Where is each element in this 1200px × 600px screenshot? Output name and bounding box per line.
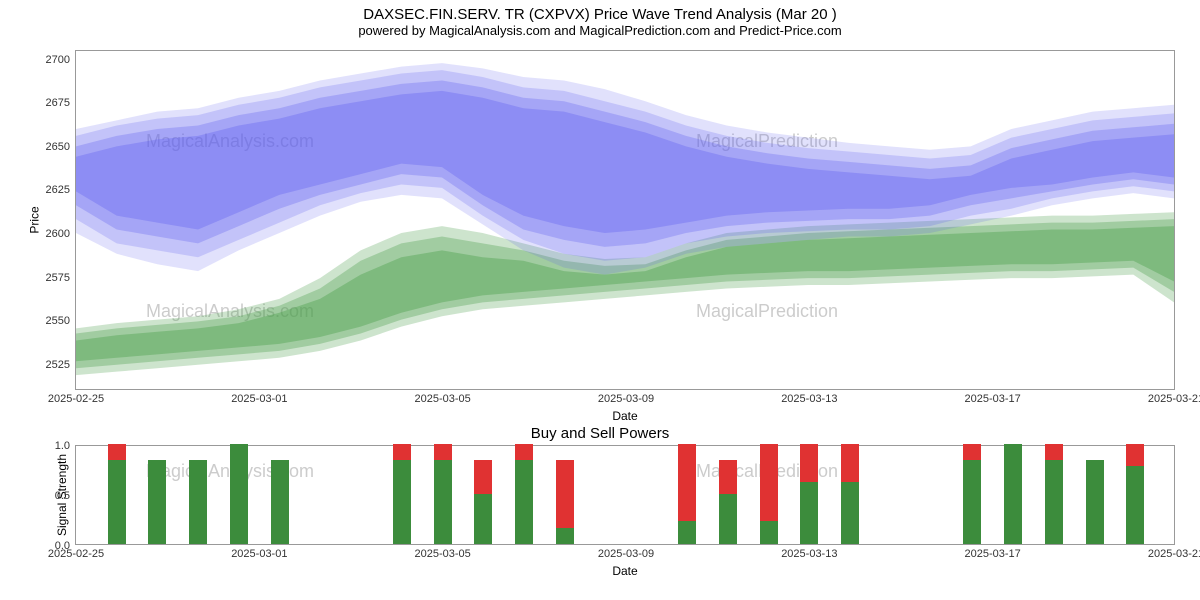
x-tick-label: 2025-02-25 — [48, 393, 104, 405]
bar-red-segment — [434, 444, 452, 460]
bar-red-segment — [515, 444, 533, 460]
signal-bar — [800, 444, 818, 544]
signal-bar — [271, 460, 289, 544]
x-tick-label: 2025-03-13 — [781, 393, 837, 405]
bar-red-segment — [719, 460, 737, 494]
signal-bar — [760, 444, 778, 544]
bar-red-segment — [963, 444, 981, 460]
bar-green-segment — [1045, 460, 1063, 544]
upper-y-axis-title: Price — [28, 206, 42, 233]
bar-green-segment — [1086, 460, 1104, 544]
x-tick-label: 2025-03-13 — [781, 548, 837, 560]
bar-red-segment — [1045, 444, 1063, 460]
signal-bar — [556, 460, 574, 544]
x-tick-label: 2025-03-09 — [598, 393, 654, 405]
signal-bar — [678, 444, 696, 544]
signal-bar — [841, 444, 859, 544]
y-tick-label: 2575 — [46, 272, 70, 284]
bar-green-segment — [515, 460, 533, 544]
y-tick-label: 2675 — [46, 97, 70, 109]
bar-green-segment — [108, 460, 126, 544]
wave-bands-svg — [76, 51, 1174, 389]
x-tick-label: 2025-03-01 — [231, 393, 287, 405]
y-tick-label: 2700 — [46, 54, 70, 66]
x-tick-label: 2025-03-09 — [598, 548, 654, 560]
signal-bar — [108, 444, 126, 544]
bar-green-segment — [556, 528, 574, 544]
signal-bar — [1126, 444, 1144, 544]
signal-bar — [963, 444, 981, 544]
signal-bar — [148, 460, 166, 544]
bar-green-segment — [393, 460, 411, 544]
bar-green-segment — [719, 494, 737, 544]
sub-title: powered by MagicalAnalysis.com and Magic… — [0, 23, 1200, 38]
y-tick-label: 2600 — [46, 228, 70, 240]
lower-chart-title: Buy and Sell Powers — [0, 425, 1200, 442]
bar-green-segment — [189, 460, 207, 544]
bar-green-segment — [760, 521, 778, 544]
bar-red-segment — [678, 444, 696, 521]
bar-red-segment — [556, 460, 574, 528]
price-wave-chart: Price MagicalAnalysis.com MagicalPredict… — [75, 50, 1175, 390]
bar-green-segment — [1126, 466, 1144, 544]
x-tick-label: 2025-03-05 — [415, 393, 471, 405]
bar-red-segment — [841, 444, 859, 482]
y-tick-label: 1.0 — [55, 440, 70, 452]
bar-green-segment — [800, 482, 818, 544]
bar-red-segment — [1126, 444, 1144, 466]
y-tick-label: 0.5 — [55, 490, 70, 502]
x-tick-label: 2025-03-17 — [965, 548, 1021, 560]
signal-bar — [230, 444, 248, 544]
x-tick-label: 2025-03-05 — [415, 548, 471, 560]
bar-red-segment — [393, 444, 411, 460]
signal-bar — [474, 460, 492, 544]
lower-x-axis-title: Date — [612, 564, 637, 578]
x-tick-label: 2025-03-01 — [231, 548, 287, 560]
bar-red-segment — [800, 444, 818, 482]
bar-green-segment — [271, 460, 289, 544]
x-tick-label: 2025-02-25 — [48, 548, 104, 560]
bar-green-segment — [678, 521, 696, 544]
bar-green-segment — [474, 494, 492, 544]
bar-green-segment — [1004, 444, 1022, 544]
x-tick-label: 2025-03-21 — [1148, 548, 1200, 560]
signal-bar — [719, 460, 737, 544]
signal-bar — [189, 460, 207, 544]
bar-red-segment — [108, 444, 126, 460]
page-container: DAXSEC.FIN.SERV. TR (CXPVX) Price Wave T… — [0, 0, 1200, 600]
x-tick-label: 2025-03-17 — [965, 393, 1021, 405]
x-tick-label: 2025-03-21 — [1148, 393, 1200, 405]
upper-x-axis-title: Date — [612, 409, 637, 423]
y-tick-label: 2625 — [46, 184, 70, 196]
signal-bar — [515, 444, 533, 544]
bar-green-segment — [841, 482, 859, 544]
y-tick-label: 2550 — [46, 315, 70, 327]
signal-bar — [434, 444, 452, 544]
bar-green-segment — [963, 460, 981, 544]
buy-sell-chart: Signal Strength MagicalAnalysis.com Magi… — [75, 445, 1175, 545]
bar-green-segment — [434, 460, 452, 544]
signal-bar — [393, 444, 411, 544]
title-block: DAXSEC.FIN.SERV. TR (CXPVX) Price Wave T… — [0, 0, 1200, 38]
y-tick-label: 2525 — [46, 359, 70, 371]
signal-bar — [1004, 444, 1022, 544]
bar-green-segment — [148, 460, 166, 544]
signal-bar — [1086, 460, 1104, 544]
y-tick-label: 2650 — [46, 141, 70, 153]
main-title: DAXSEC.FIN.SERV. TR (CXPVX) Price Wave T… — [0, 6, 1200, 23]
bar-red-segment — [760, 444, 778, 521]
bar-red-segment — [474, 460, 492, 494]
signal-bar — [1045, 444, 1063, 544]
bar-green-segment — [230, 444, 248, 544]
